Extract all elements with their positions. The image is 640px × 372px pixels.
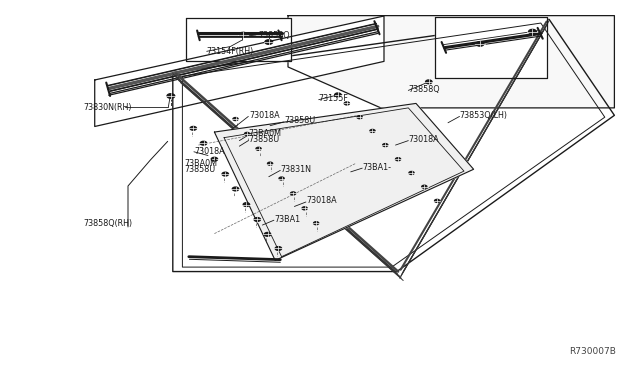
Text: 73BA1: 73BA1 <box>274 215 300 224</box>
Circle shape <box>275 247 282 250</box>
Text: 73858U: 73858U <box>248 135 280 144</box>
Text: R730007B: R730007B <box>569 347 616 356</box>
Circle shape <box>422 185 427 188</box>
Text: 73018A: 73018A <box>408 135 439 144</box>
Text: 73018A: 73018A <box>250 111 280 120</box>
Text: 73BA0M: 73BA0M <box>184 159 218 168</box>
Circle shape <box>167 94 175 98</box>
Circle shape <box>243 203 250 206</box>
Circle shape <box>383 144 388 147</box>
Circle shape <box>302 207 307 210</box>
Text: 73853Q(LH): 73853Q(LH) <box>460 111 508 120</box>
Circle shape <box>426 80 432 84</box>
Polygon shape <box>214 103 474 260</box>
Polygon shape <box>186 18 291 61</box>
Circle shape <box>222 172 228 176</box>
Circle shape <box>254 218 260 221</box>
Polygon shape <box>173 19 614 272</box>
Text: 73155F: 73155F <box>319 94 349 103</box>
Circle shape <box>239 32 247 37</box>
Circle shape <box>314 222 319 225</box>
Polygon shape <box>288 16 614 108</box>
Text: 73858Q: 73858Q <box>258 31 289 40</box>
Text: 73858Q: 73858Q <box>408 85 440 94</box>
Circle shape <box>232 187 239 191</box>
Circle shape <box>476 42 484 46</box>
Circle shape <box>264 232 271 236</box>
Text: 73831N: 73831N <box>280 165 311 174</box>
Polygon shape <box>435 17 547 78</box>
Circle shape <box>256 147 261 150</box>
Polygon shape <box>95 16 384 126</box>
Circle shape <box>268 162 273 165</box>
Text: 73830N(RH): 73830N(RH) <box>83 103 132 112</box>
Circle shape <box>435 199 440 202</box>
Circle shape <box>211 157 218 161</box>
Circle shape <box>409 171 414 174</box>
Circle shape <box>233 118 238 121</box>
Text: 73858U: 73858U <box>285 116 316 125</box>
Circle shape <box>344 102 349 105</box>
Text: 73858Q(RH): 73858Q(RH) <box>83 219 132 228</box>
Circle shape <box>357 116 362 119</box>
Text: 73154F(RH): 73154F(RH) <box>207 47 254 56</box>
Text: 73858U: 73858U <box>184 165 216 174</box>
Circle shape <box>291 192 296 195</box>
Text: 73BA1-: 73BA1- <box>362 163 391 172</box>
Circle shape <box>190 126 196 130</box>
Circle shape <box>265 40 273 44</box>
Circle shape <box>529 29 536 34</box>
Circle shape <box>370 129 375 132</box>
Circle shape <box>279 177 284 180</box>
Text: 73018A: 73018A <box>194 147 225 156</box>
Circle shape <box>244 132 250 135</box>
Circle shape <box>200 141 207 145</box>
Text: 73018A: 73018A <box>306 196 337 205</box>
Text: 73BA0M: 73BA0M <box>248 129 282 138</box>
Circle shape <box>396 158 401 161</box>
Circle shape <box>335 93 341 97</box>
